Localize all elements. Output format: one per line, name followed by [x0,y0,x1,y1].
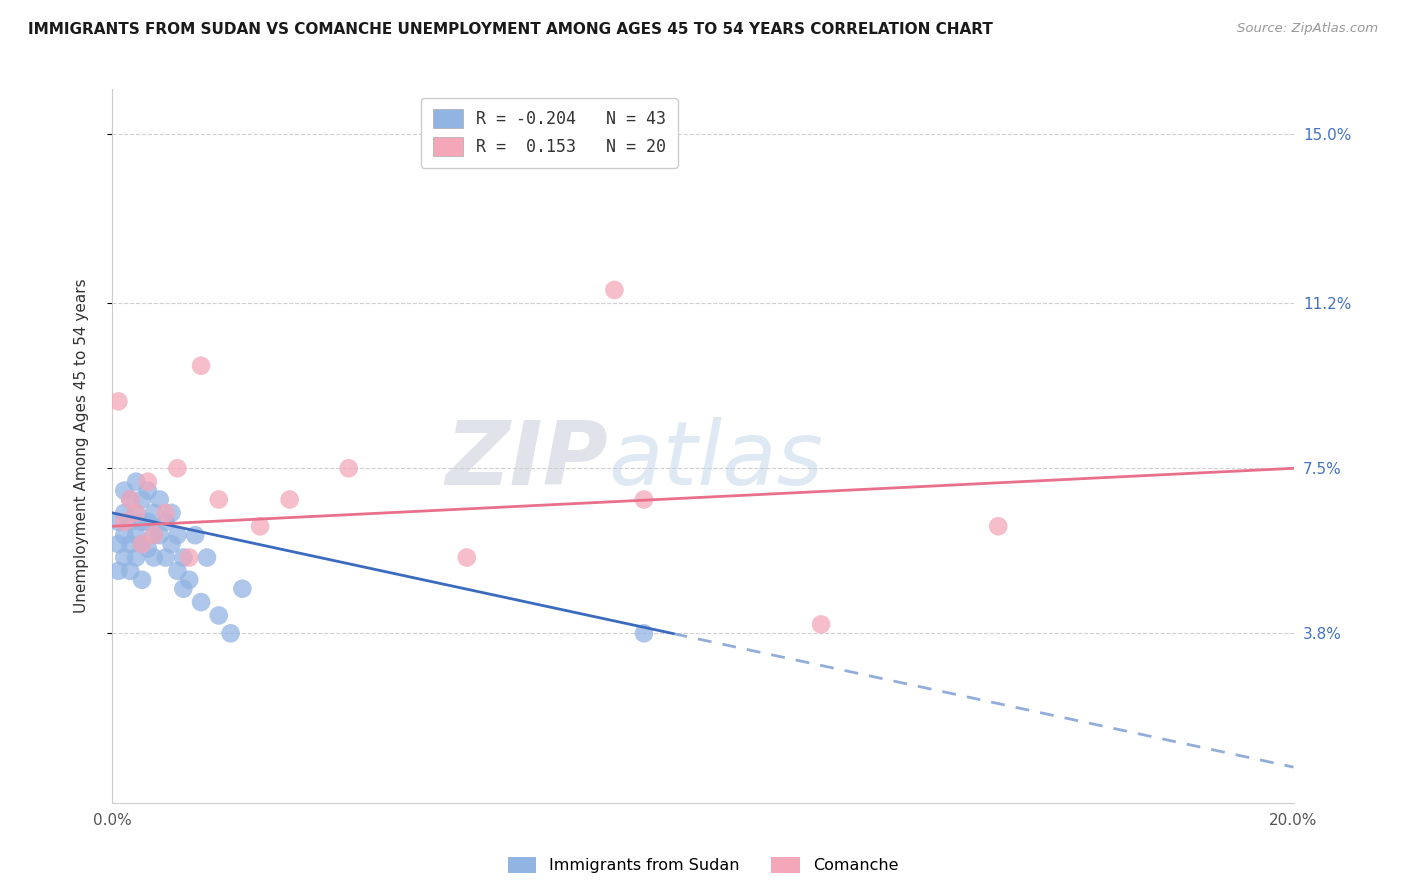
Point [131,492,153,507]
Point [131,573,153,587]
Point [112,483,135,498]
Legend: Immigrants from Sudan, Comanche: Immigrants from Sudan, Comanche [501,850,905,880]
Point [219,626,242,640]
Point [633,492,655,507]
Point [149,528,172,542]
Point [107,564,129,578]
Point [120,492,142,507]
Point [142,550,165,565]
Point [166,528,188,542]
Point [142,528,165,542]
Text: IMMIGRANTS FROM SUDAN VS COMANCHE UNEMPLOYMENT AMONG AGES 45 TO 54 YEARS CORRELA: IMMIGRANTS FROM SUDAN VS COMANCHE UNEMPL… [28,22,993,37]
Point [249,519,271,533]
Point [179,550,201,565]
Point [166,564,188,578]
Point [208,608,231,623]
Point [603,283,626,297]
Point [107,537,129,551]
Point [160,506,183,520]
Point [136,483,159,498]
Point [131,537,153,551]
Point [184,528,207,542]
Point [155,515,177,529]
Point [278,492,301,507]
Point [155,550,177,565]
Point [810,617,832,632]
Point [125,528,148,542]
Point [190,359,212,373]
Point [120,515,142,529]
Point [179,573,201,587]
Point [136,515,159,529]
Text: atlas: atlas [609,417,824,503]
Point [190,595,212,609]
Point [112,550,135,565]
Point [131,515,153,529]
Point [107,515,129,529]
Point [160,537,183,551]
Point [125,475,148,489]
Legend: R = -0.204   N = 43, R =  0.153   N = 20: R = -0.204 N = 43, R = 0.153 N = 20 [422,97,678,168]
Point [120,564,142,578]
Point [987,519,1010,533]
Point [456,550,478,565]
Point [125,506,148,520]
Point [172,550,194,565]
Text: ZIP: ZIP [446,417,609,504]
Point [633,626,655,640]
Point [149,492,172,507]
Point [125,550,148,565]
Text: Source: ZipAtlas.com: Source: ZipAtlas.com [1237,22,1378,36]
Point [120,492,142,507]
Point [136,475,159,489]
Point [125,506,148,520]
Point [112,515,135,529]
Point [166,461,188,475]
Point [112,506,135,520]
Point [120,537,142,551]
Point [172,582,194,596]
Point [231,582,253,596]
Point [155,506,177,520]
Point [142,528,165,542]
Point [195,550,218,565]
Point [131,537,153,551]
Point [136,541,159,556]
Point [142,506,165,520]
Point [337,461,360,475]
Point [112,528,135,542]
Point [208,492,231,507]
Point [107,394,129,409]
Y-axis label: Unemployment Among Ages 45 to 54 years: Unemployment Among Ages 45 to 54 years [75,278,89,614]
